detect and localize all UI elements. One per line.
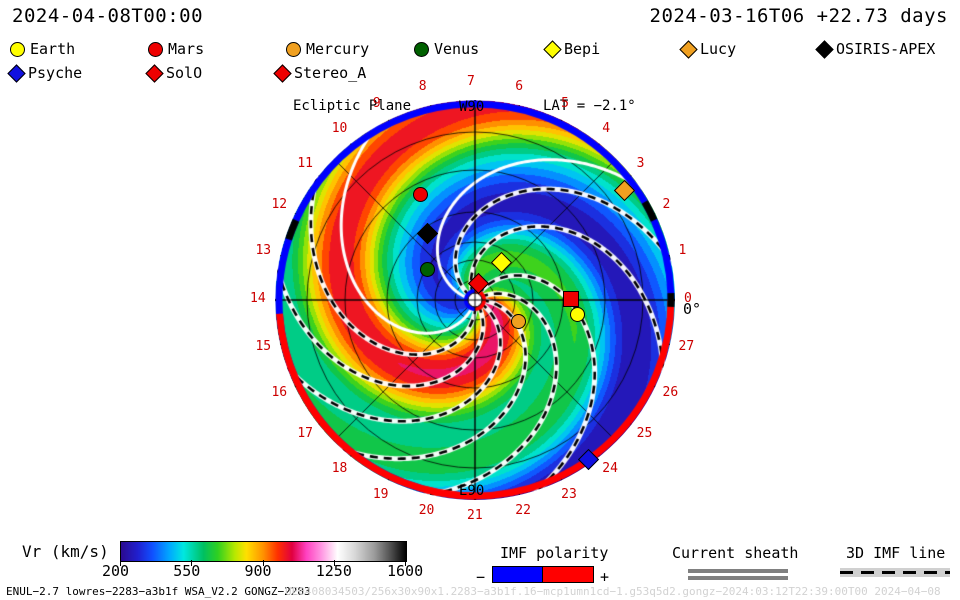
lucy-marker-icon [679,39,698,59]
carrington-tick-27: 27 [678,339,695,355]
imf-line-title: 3D IMF line [846,544,946,562]
colorbar-tick-label: 900 [244,562,272,580]
carrington-tick-21: 21 [467,508,483,523]
legend-item-solo: SolO [145,63,203,83]
legend-item-label: Earth [30,40,76,58]
header-left-datetime: 2024-04-08T00:00 [12,5,204,27]
carrington-tick-10: 10 [331,121,348,137]
colorbar-tickmark [191,560,193,566]
imf-polarity-title: IMF polarity [500,544,609,562]
colorbar-title: Vr (km/s) [22,542,109,561]
legend-item-label: SolO [166,64,203,82]
legend-item-bepi: Bepi [543,39,601,59]
legend-item-earth: Earth [10,40,75,58]
mars-marker-icon [148,41,163,57]
bepi-marker-icon [543,39,562,59]
legend-item-label: Lucy [700,40,737,58]
marker-venus [419,261,435,277]
carrington-tick-20: 20 [418,502,435,518]
psyche-marker-icon [7,63,26,83]
colorbar-tick-label: 550 [173,562,201,580]
carrington-tick-17: 17 [297,426,313,442]
axis-label-w90: W90 [459,99,485,115]
carrington-tick-11: 11 [297,155,313,171]
stereo-a-marker-icon [273,63,292,83]
legend-item-label: OSIRIS-APEX [836,40,936,58]
legend-item-mercury: Mercury [286,40,369,58]
imf-polarity-rim [275,100,675,500]
legend-item-venus: Venus [414,40,479,58]
latitude-label: LAT = −2.1° [543,98,636,114]
solo-marker-icon [145,63,164,83]
legend-item-osiris-apex: OSIRIS-APEX [815,39,936,59]
carrington-tick-3: 3 [636,155,645,171]
carrington-tick-22: 22 [515,502,531,518]
carrington-tick-13: 13 [255,242,272,258]
legend-item-label: Psyche [28,64,83,82]
current-sheath-swatch-bottom [688,576,788,580]
carrington-tick-6: 6 [515,79,524,95]
colorbar-tickmark [120,560,121,566]
current-sheath-title: Current sheath [672,544,799,562]
marker-mars [412,186,428,202]
carrington-tick-1: 1 [678,242,687,258]
colorbar-tickmark [405,560,406,566]
legend-item-lucy: Lucy [679,39,737,59]
ecliptic-plane-label: Ecliptic Plane [293,98,412,114]
footer-run-id: ENUL−2.7 lowres−2283−a3b1f WSA_V2.2 GONG… [6,585,311,598]
carrington-tick-14: 14 [250,291,266,306]
legend-item-label: Bepi [564,40,601,58]
marker-stereo-a [563,291,579,307]
legend-item-label: Mars [168,40,205,58]
carrington-tick-16: 16 [271,385,288,401]
venus-marker-icon [414,41,429,57]
axis-label-e90: E90 [459,483,485,499]
imf-minus-label: − [476,568,486,586]
header-right-datetime: 2024-03-16T06 +22.73 days [649,5,948,27]
imf-line-swatch-dash [840,571,950,574]
colorbar-tick-label: 1250 [315,562,352,580]
legend-item-label: Venus [434,40,480,58]
colorbar-tickmark [262,560,264,566]
axis-label-zero-deg: 0° [683,300,702,318]
carrington-tick-2: 2 [662,196,671,212]
imf-negative-swatch [492,566,544,583]
carrington-tick-15: 15 [255,339,272,355]
marker-earth [569,306,585,322]
carrington-tick-8: 8 [418,79,427,95]
carrington-tick-5: 5 [561,95,569,111]
colorbar-tickmark [333,560,335,566]
legend-item-label: Stereo_A [294,64,367,82]
carrington-tick-24: 24 [602,460,618,476]
legend-item-psyche: Psyche [7,63,83,83]
carrington-tick-26: 26 [662,385,679,401]
osiris-apex-marker-icon [815,39,834,59]
carrington-tick-18: 18 [331,460,348,476]
marker-mercury [510,313,526,329]
polar-plot: Ecliptic Plane LAT = −2.1° W90 E90 0° 0 1… [250,74,701,523]
current-sheath-swatch-top [688,569,788,573]
carrington-tick-19: 19 [372,486,389,502]
imf-positive-swatch [542,566,594,583]
footer-watermark: UE0408034503/256x30x90x1.2283−a3b1f.16−m… [285,585,941,598]
carrington-tick-7: 7 [467,74,475,89]
colorbar-tick-label: 200 [102,562,130,580]
carrington-tick-23: 23 [561,486,577,502]
legend-item-stereo-a: Stereo_A [273,63,367,83]
earth-marker-icon [10,41,25,57]
mercury-marker-icon [286,41,301,57]
carrington-tick-9: 9 [372,95,381,111]
carrington-tick-0: 0 [684,291,692,306]
legend-item-label: Mercury [306,40,370,58]
velocity-colorbar [120,541,407,562]
carrington-tick-12: 12 [271,196,288,212]
legend-item-mars: Mars [148,40,204,58]
carrington-tick-4: 4 [602,121,611,137]
colorbar-tick-label: 1600 [387,562,424,580]
carrington-tick-25: 25 [636,426,653,442]
imf-plus-label: + [600,568,610,586]
